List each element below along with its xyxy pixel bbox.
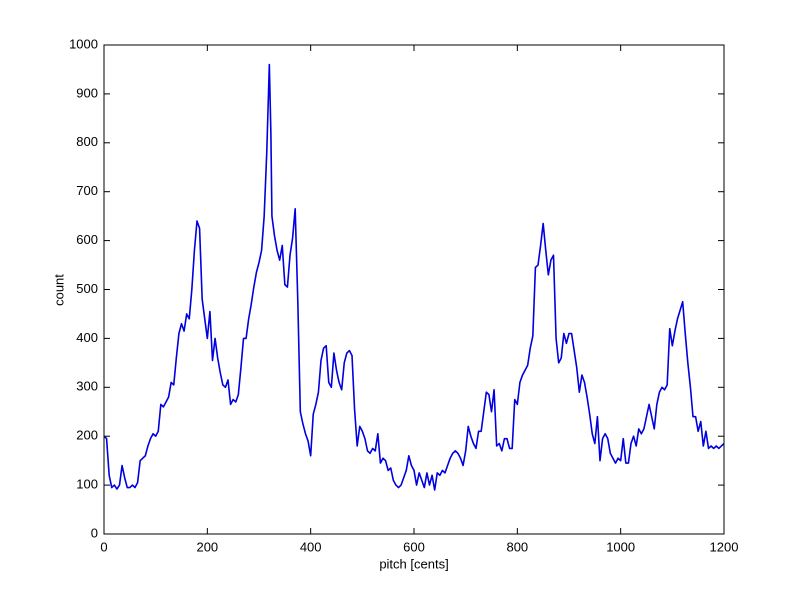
x-axis-label: pitch [cents] bbox=[379, 556, 448, 571]
y-tick-label: 200 bbox=[76, 428, 98, 443]
plot-area bbox=[104, 45, 724, 534]
y-tick-label: 0 bbox=[91, 525, 98, 540]
x-tick-label: 600 bbox=[403, 539, 425, 554]
y-tick-label: 100 bbox=[76, 477, 98, 492]
x-tick-label: 1200 bbox=[710, 539, 739, 554]
x-tick-label: 800 bbox=[506, 539, 528, 554]
y-tick-label: 500 bbox=[76, 281, 98, 296]
x-tick-label: 200 bbox=[196, 539, 218, 554]
y-axis-label: count bbox=[51, 274, 66, 306]
y-tick-label: 600 bbox=[76, 232, 98, 247]
x-tick-label: 400 bbox=[300, 539, 322, 554]
y-tick-label: 900 bbox=[76, 85, 98, 100]
y-tick-label: 800 bbox=[76, 134, 98, 149]
y-tick-label: 300 bbox=[76, 379, 98, 394]
y-tick-label: 1000 bbox=[69, 36, 98, 51]
data-line bbox=[103, 63, 725, 491]
y-tick-label: 400 bbox=[76, 330, 98, 345]
plot-frame bbox=[103, 44, 725, 535]
x-tick-label: 1000 bbox=[606, 539, 635, 554]
y-tick-label: 700 bbox=[76, 183, 98, 198]
x-tick-label: 0 bbox=[100, 539, 107, 554]
